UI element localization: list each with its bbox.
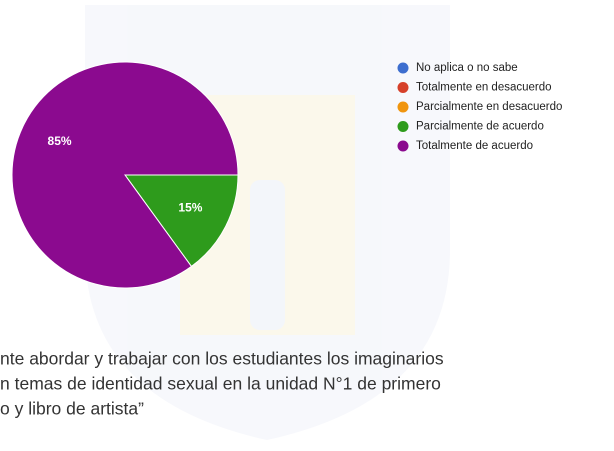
legend-label: Parcialmente de acuerdo xyxy=(416,121,544,133)
slice-label: 15% xyxy=(178,201,202,215)
legend-marker xyxy=(397,101,409,113)
caption-line: n temas de identidad sexual en la unidad… xyxy=(0,374,441,394)
legend-label: No aplica o no sabe xyxy=(416,62,518,74)
legend-label: Totalmente de acuerdo xyxy=(416,140,533,152)
legend-marker xyxy=(397,62,409,74)
slice-label: 85% xyxy=(48,134,72,148)
legend-marker xyxy=(397,121,409,132)
caption-line: o y libro de artista” xyxy=(0,399,144,419)
legend-marker xyxy=(397,82,409,93)
pie-slice xyxy=(11,61,239,289)
legend-label: Totalmente en desacuerdo xyxy=(416,82,552,94)
pie-slice xyxy=(124,174,239,268)
caption-line: nte abordar y trabajar con los estudiant… xyxy=(0,349,444,369)
legend-marker xyxy=(397,140,409,152)
legend-label: Parcialmente en desacuerdo xyxy=(416,101,562,113)
